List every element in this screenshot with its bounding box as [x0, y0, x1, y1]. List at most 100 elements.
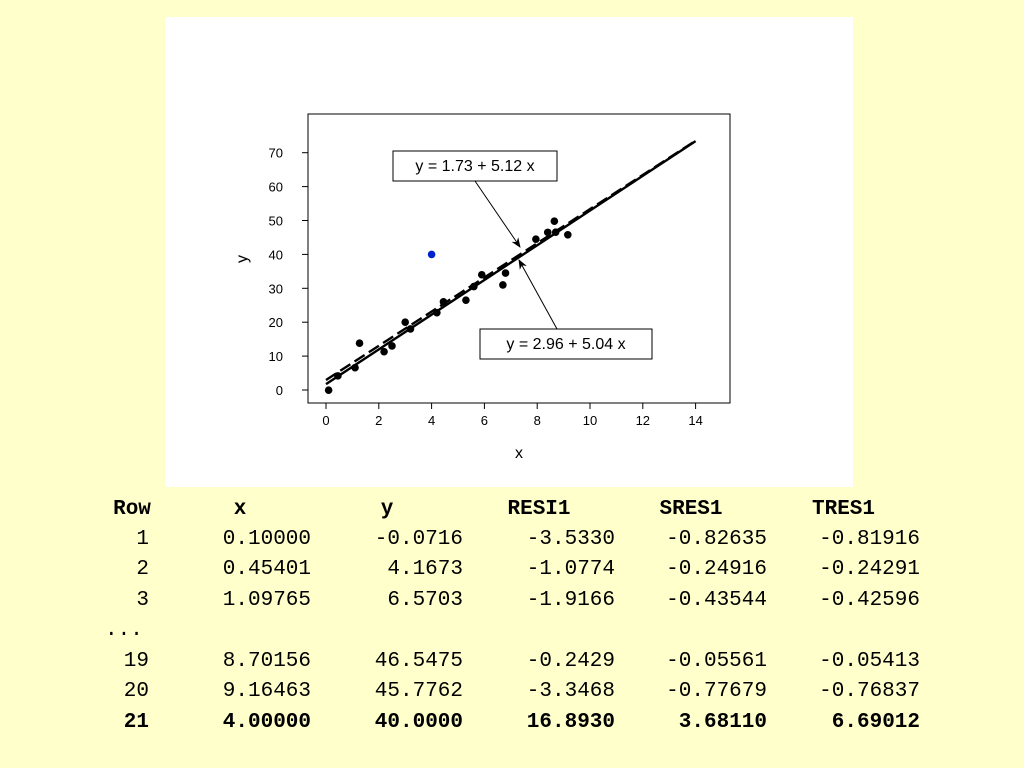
table-row: ...	[95, 616, 920, 647]
cell-y: 40.0000	[374, 710, 463, 734]
plot-frame	[307, 113, 731, 404]
header-tres1: TRES1	[811, 497, 875, 521]
x-tick-label: 6	[481, 413, 488, 428]
annotation-box	[392, 150, 558, 182]
data-point	[564, 231, 572, 239]
table-row: 2 0.45401 4.1673 -1.0774 -0.24916 -0.24291	[95, 555, 920, 586]
cell-tres1: 6.69012	[831, 710, 920, 734]
data-point	[532, 235, 540, 243]
y-tick-label: 20	[269, 315, 283, 330]
data-point	[501, 269, 510, 277]
cell-resi1: -1.9166	[526, 588, 615, 612]
cell-tres1: -0.76837	[819, 680, 920, 704]
cell-row: 20	[123, 680, 149, 704]
residuals-table: Row x y RESI1 SRES1 TRES1 1 0.10000 -0.071…	[95, 494, 920, 738]
dashed-fit-line	[325, 139, 697, 381]
fit-lines	[325, 139, 697, 386]
cell-y: -0.0716	[374, 527, 463, 551]
x-tick-label: 4	[428, 413, 435, 428]
y-tick-label: 70	[269, 146, 283, 161]
cell-y: 4.1673	[387, 558, 463, 582]
y-tick-label: 30	[269, 281, 283, 296]
x-tick-label: 8	[534, 413, 541, 428]
data-point	[470, 282, 478, 291]
table-row: 1 0.10000 -0.0716 -3.5330 -0.82635 -0.81916	[95, 524, 920, 555]
data-point	[550, 217, 559, 225]
x-axis-label: x	[515, 445, 523, 462]
plot-panel: 0 2 4 6 8 10 12 14 0 10 20 30 40 50 60 70 y = 1.73 + 5…	[165, 17, 853, 487]
x-axis: 0 2 4 6 8 10 12 14	[322, 403, 703, 428]
y-axis-label: y	[234, 255, 251, 263]
table-row: 20 9.16463 45.7762 -3.3468 -0.77679 -0.76837	[95, 677, 920, 708]
cell-x: 0.10000	[222, 527, 311, 551]
y-tick-label: 50	[269, 214, 283, 229]
data-point	[462, 296, 470, 304]
cell-sres1: -0.43544	[666, 588, 767, 612]
cell-row: 21	[123, 710, 149, 734]
annotation-box	[479, 328, 653, 360]
x-tick-label: 0	[322, 413, 329, 428]
data-points	[324, 217, 572, 395]
ellipsis-cell: ...	[105, 619, 143, 643]
cell-x: 9.16463	[222, 680, 311, 704]
cell-x: 0.45401	[222, 558, 311, 582]
cell-sres1: -0.05561	[666, 649, 767, 673]
highlighted-table-row: 21 4.00000 40.0000 16.8930 3.68110 6.69012	[95, 707, 920, 738]
cell-sres1: 3.68110	[678, 710, 767, 734]
cell-resi1: 16.8930	[526, 710, 615, 734]
cell-row: 2	[136, 558, 149, 582]
cell-x: 1.09765	[222, 588, 311, 612]
header-sres1: SRES1	[659, 497, 723, 521]
data-point	[551, 228, 560, 236]
header-resi1: RESI1	[507, 497, 571, 521]
header-row: Row	[113, 497, 151, 521]
cell-row: 19	[123, 649, 149, 673]
data-point	[324, 386, 333, 395]
y-tick-label: 40	[269, 247, 283, 262]
data-point	[433, 308, 441, 317]
data-point	[355, 339, 364, 348]
y-tick-label: 60	[269, 180, 283, 195]
table-row: 3 1.09765 6.5703 -1.9166 -0.43544 -0.42596	[95, 585, 920, 616]
y-tick-label: 0	[276, 383, 283, 398]
regression-equation: y = 2.96 + 5.04 x	[506, 336, 625, 353]
cell-resi1: -3.3468	[526, 680, 615, 704]
cell-x: 4.00000	[222, 710, 311, 734]
data-point	[380, 347, 388, 356]
cell-sres1: -0.77679	[666, 680, 767, 704]
data-point	[401, 318, 409, 327]
y-axis: 0 10 20 30 40 50 60 70	[269, 146, 308, 398]
cell-y: 46.5475	[374, 649, 463, 673]
cell-x: 8.70156	[222, 649, 311, 673]
cell-resi1: -1.0774	[526, 558, 615, 582]
data-point	[351, 363, 359, 372]
scatter-plot: 0 2 4 6 8 10 12 14 0 10 20 30 40 50 60 70 y = 1.73 + 5…	[234, 113, 731, 462]
cell-tres1: -0.81916	[819, 527, 920, 551]
cell-tres1: -0.42596	[819, 588, 920, 612]
cell-resi1: -0.2429	[526, 649, 615, 673]
x-tick-label: 14	[688, 413, 702, 428]
header-x: x	[233, 497, 247, 521]
data-point	[406, 325, 415, 333]
header-y: y	[380, 497, 394, 521]
annotation-arrow	[518, 259, 558, 330]
cell-y: 6.5703	[387, 588, 463, 612]
data-point	[499, 281, 507, 289]
cell-resi1: -3.5330	[526, 527, 615, 551]
cell-y: 45.7762	[374, 680, 463, 704]
table-header-row: Row x y RESI1 SRES1 TRES1	[95, 494, 920, 524]
data-point	[477, 270, 486, 279]
cell-tres1: -0.24291	[819, 558, 920, 582]
x-tick-label: 12	[636, 413, 650, 428]
data-point	[439, 298, 448, 306]
table-row: 19 8.70156 46.5475 -0.2429 -0.05561 -0.05413	[95, 646, 920, 677]
y-tick-label: 10	[269, 349, 283, 364]
outlier-point	[427, 250, 436, 259]
data-point	[388, 342, 396, 350]
cell-row: 3	[136, 588, 149, 612]
data-point	[543, 228, 552, 237]
cell-row: 1	[136, 527, 149, 551]
annotations: y = 1.73 + 5.12 x y = 2.96 + 5.04 x	[392, 150, 653, 360]
cell-sres1: -0.82635	[666, 527, 767, 551]
x-tick-label: 10	[583, 413, 597, 428]
